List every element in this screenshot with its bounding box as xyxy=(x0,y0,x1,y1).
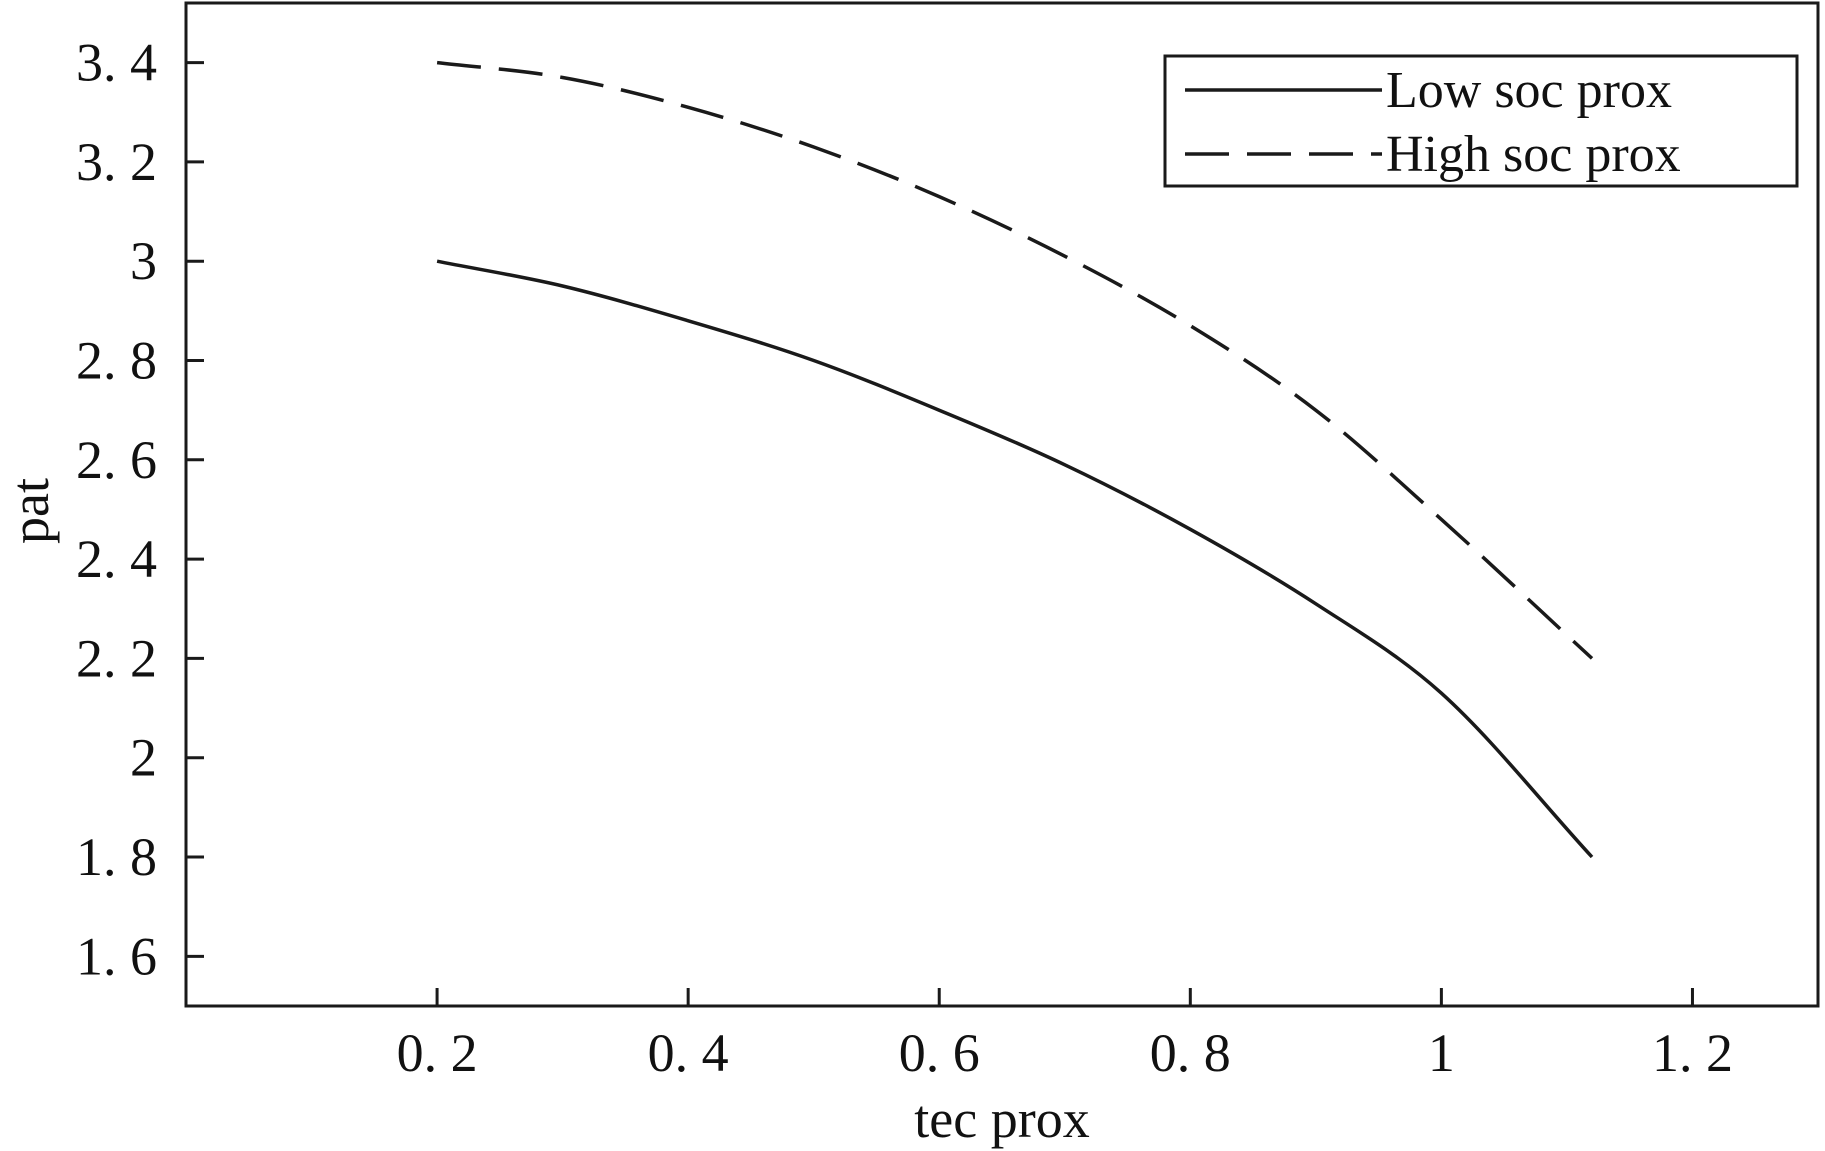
x-axis-ticks: 0. 2 0. 4 0. 6 0. 8 1 1. 2 xyxy=(397,988,1733,1083)
y-tick-label: 1. 6 xyxy=(76,926,157,986)
x-tick-label: 0. 4 xyxy=(648,1023,729,1083)
series-layer xyxy=(436,60,1594,859)
series-line-low-soc-prox xyxy=(436,259,1594,859)
x-axis-title: tec prox xyxy=(914,1089,1089,1149)
y-tick-label: 2. 6 xyxy=(76,430,157,490)
y-tick-label: 2 xyxy=(130,728,157,788)
y-tick-label: 1. 8 xyxy=(76,827,157,887)
legend-label-low-soc-prox: Low soc prox xyxy=(1386,62,1672,119)
y-tick-label: 3 xyxy=(130,231,157,291)
legend: Low soc prox High soc prox xyxy=(1163,54,1799,188)
legend-label-high-soc-prox: High soc prox xyxy=(1386,126,1681,183)
x-tick-label: 0. 2 xyxy=(397,1023,478,1083)
x-tick-label: 1 xyxy=(1428,1023,1455,1083)
x-tick-label: 1. 2 xyxy=(1652,1023,1733,1083)
legend-box xyxy=(1163,54,1799,188)
y-tick-label: 2. 8 xyxy=(76,331,157,391)
y-axis-ticks: 1. 6 1. 8 2 2. 2 2. 4 2. 6 2. 8 3 3. 2 3. 4 xyxy=(76,33,204,986)
series-line-high-soc-prox xyxy=(436,60,1594,660)
y-tick-label: 2. 2 xyxy=(76,628,157,688)
plot-frame xyxy=(184,1,1820,1008)
x-tick-label: 0. 6 xyxy=(899,1023,980,1083)
x-tick-label: 0. 8 xyxy=(1150,1023,1231,1083)
y-axis-title: pat xyxy=(0,478,60,544)
y-tick-label: 3. 4 xyxy=(76,33,157,93)
y-tick-label: 3. 2 xyxy=(76,132,157,192)
y-tick-label: 2. 4 xyxy=(76,529,157,589)
